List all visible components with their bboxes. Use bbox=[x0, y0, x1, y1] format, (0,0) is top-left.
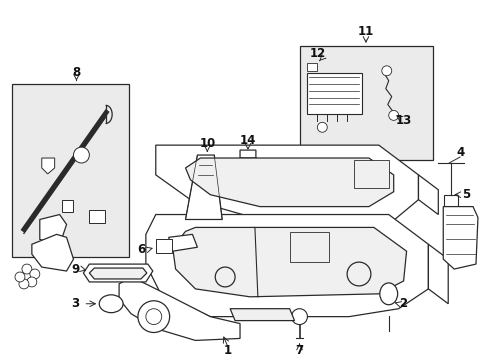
Text: 13: 13 bbox=[395, 114, 411, 127]
Polygon shape bbox=[442, 207, 477, 269]
Text: 10: 10 bbox=[199, 137, 215, 150]
Text: 4: 4 bbox=[455, 145, 463, 158]
Polygon shape bbox=[185, 155, 222, 220]
Bar bbox=[307, 73, 361, 114]
Circle shape bbox=[346, 262, 370, 286]
Bar bbox=[289, 232, 328, 262]
Circle shape bbox=[73, 147, 89, 163]
Polygon shape bbox=[427, 244, 447, 304]
Circle shape bbox=[317, 122, 326, 132]
Text: 5: 5 bbox=[461, 188, 469, 201]
Bar bbox=[156, 239, 171, 253]
Polygon shape bbox=[89, 268, 146, 279]
Bar bbox=[443, 195, 457, 207]
Text: 11: 11 bbox=[357, 24, 373, 38]
Text: 2: 2 bbox=[399, 297, 407, 310]
Circle shape bbox=[381, 66, 391, 76]
Text: 14: 14 bbox=[239, 134, 256, 147]
Ellipse shape bbox=[99, 295, 123, 313]
Circle shape bbox=[215, 267, 235, 287]
Circle shape bbox=[291, 309, 307, 325]
Polygon shape bbox=[172, 228, 406, 297]
Text: 1: 1 bbox=[224, 344, 232, 357]
Polygon shape bbox=[185, 158, 393, 207]
Bar bbox=[89, 210, 105, 224]
Text: 8: 8 bbox=[72, 66, 81, 79]
Circle shape bbox=[138, 301, 169, 333]
Text: 6: 6 bbox=[137, 243, 145, 256]
Bar bbox=[12, 84, 129, 257]
Ellipse shape bbox=[379, 283, 397, 305]
Circle shape bbox=[15, 272, 25, 282]
Circle shape bbox=[30, 269, 40, 279]
Text: 3: 3 bbox=[71, 297, 80, 310]
Text: 12: 12 bbox=[308, 48, 325, 60]
Polygon shape bbox=[119, 277, 240, 341]
Bar bbox=[307, 63, 317, 71]
Circle shape bbox=[145, 309, 162, 325]
Bar bbox=[299, 46, 432, 160]
Circle shape bbox=[27, 277, 37, 287]
Bar bbox=[353, 160, 388, 188]
Text: 7: 7 bbox=[295, 344, 303, 357]
Polygon shape bbox=[156, 145, 418, 224]
Polygon shape bbox=[145, 215, 427, 317]
Circle shape bbox=[19, 279, 29, 289]
Polygon shape bbox=[230, 309, 294, 321]
Circle shape bbox=[388, 111, 398, 120]
Polygon shape bbox=[168, 234, 197, 251]
Polygon shape bbox=[41, 158, 55, 174]
Bar bbox=[61, 200, 73, 212]
Polygon shape bbox=[240, 150, 255, 170]
Polygon shape bbox=[32, 234, 73, 271]
Polygon shape bbox=[418, 175, 437, 215]
Polygon shape bbox=[83, 264, 152, 282]
Polygon shape bbox=[40, 215, 66, 244]
Text: 9: 9 bbox=[71, 262, 80, 275]
Circle shape bbox=[22, 264, 32, 274]
